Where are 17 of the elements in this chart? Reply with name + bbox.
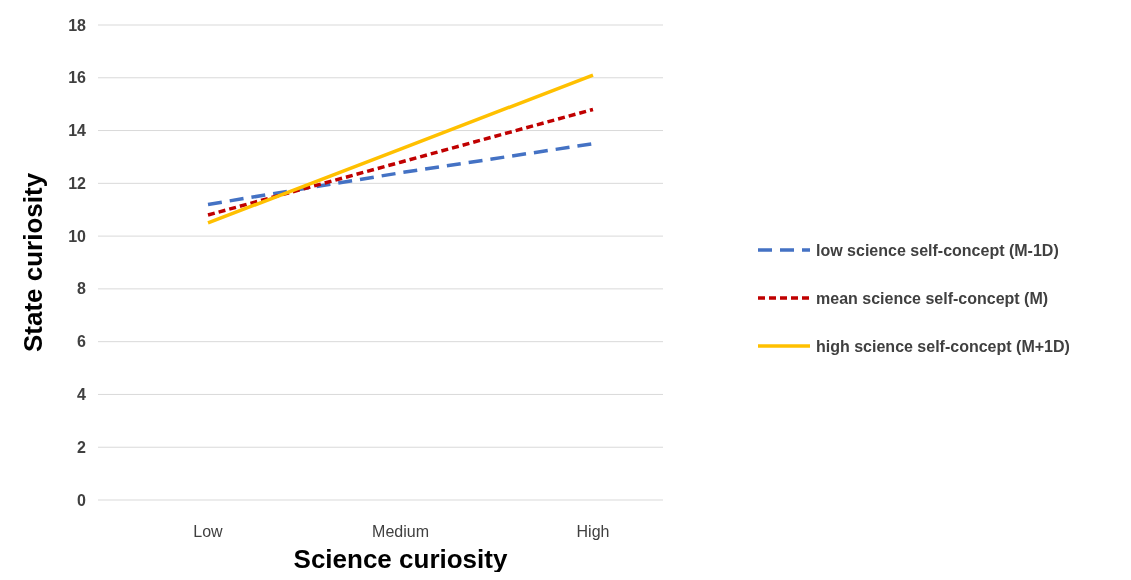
y-tick-label: 4 bbox=[77, 386, 87, 404]
x-tick-label: Low bbox=[193, 523, 224, 540]
y-axis-title: State curiosity bbox=[18, 172, 48, 353]
x-tick-label: Medium bbox=[372, 523, 429, 540]
y-tick-label: 16 bbox=[68, 69, 87, 87]
y-tick-label: 6 bbox=[77, 333, 87, 351]
y-tick-label: 8 bbox=[77, 280, 87, 298]
legend-label: low science self-concept (M-1D) bbox=[816, 241, 1059, 259]
x-tick-label: High bbox=[576, 523, 610, 540]
y-tick-label: 18 bbox=[68, 16, 87, 34]
y-tick-label: 10 bbox=[68, 227, 87, 245]
y-tick-label: 2 bbox=[77, 438, 87, 456]
legend-label: high science self-concept (M+1D) bbox=[816, 337, 1070, 355]
y-tick-label: 0 bbox=[77, 491, 87, 509]
y-tick-label: 14 bbox=[68, 122, 87, 140]
legend-label: mean science self-concept (M) bbox=[816, 289, 1049, 307]
y-tick-label: 12 bbox=[68, 174, 87, 192]
